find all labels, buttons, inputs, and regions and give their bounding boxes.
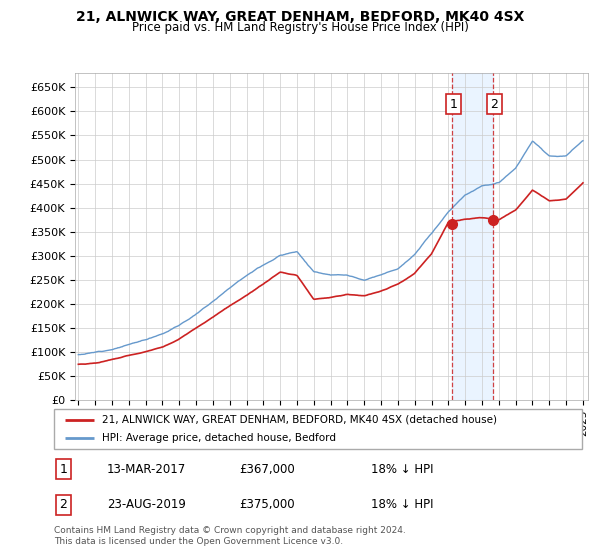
Text: HPI: Average price, detached house, Bedford: HPI: Average price, detached house, Bedf… [101, 433, 335, 443]
FancyBboxPatch shape [54, 409, 582, 449]
Text: 1: 1 [449, 97, 457, 111]
Text: £367,000: £367,000 [239, 463, 295, 476]
Text: 13-MAR-2017: 13-MAR-2017 [107, 463, 186, 476]
Text: 18% ↓ HPI: 18% ↓ HPI [371, 463, 433, 476]
Text: 23-AUG-2019: 23-AUG-2019 [107, 498, 185, 511]
Text: Contains HM Land Registry data © Crown copyright and database right 2024.
This d: Contains HM Land Registry data © Crown c… [54, 526, 406, 546]
Text: 1: 1 [59, 463, 67, 476]
Text: 2: 2 [491, 97, 499, 111]
Text: 21, ALNWICK WAY, GREAT DENHAM, BEDFORD, MK40 4SX: 21, ALNWICK WAY, GREAT DENHAM, BEDFORD, … [76, 10, 524, 24]
Text: 18% ↓ HPI: 18% ↓ HPI [371, 498, 433, 511]
Bar [452, 73, 493, 400]
Text: Price paid vs. HM Land Registry's House Price Index (HPI): Price paid vs. HM Land Registry's House … [131, 21, 469, 34]
Text: £375,000: £375,000 [239, 498, 295, 511]
Text: 21, ALNWICK WAY, GREAT DENHAM, BEDFORD, MK40 4SX (detached house): 21, ALNWICK WAY, GREAT DENHAM, BEDFORD, … [101, 415, 497, 424]
Text: 2: 2 [59, 498, 67, 511]
